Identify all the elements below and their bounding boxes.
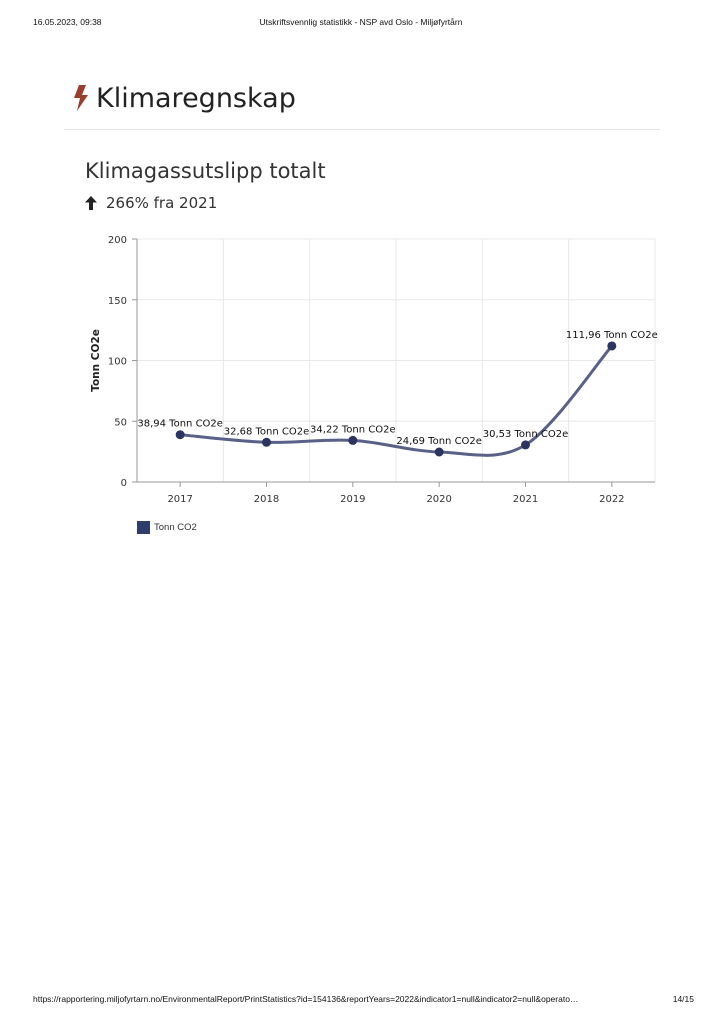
y-axis-title: Tonn CO2e — [90, 329, 102, 392]
print-footer: https://rapportering.miljofyrtarn.no/Env… — [0, 994, 722, 1008]
data-point — [175, 430, 185, 440]
section-heading: Klimaregnskap — [72, 80, 296, 116]
data-point — [348, 435, 358, 445]
data-point — [521, 440, 530, 450]
data-label: 30,53 Tonn CO2e — [483, 429, 569, 440]
print-document-title: Utskriftsvennlig statistikk - NSP avd Os… — [259, 17, 463, 27]
legend-swatch — [137, 521, 150, 534]
section-divider — [64, 129, 660, 130]
section-title: Klimaregnskap — [96, 82, 296, 114]
legend-label: Tonn CO2 — [154, 522, 197, 533]
y-tick-label: 50 — [114, 417, 127, 428]
data-point — [607, 341, 617, 351]
y-tick-label: 0 — [121, 478, 127, 489]
chart-title: Klimagassutslipp totalt — [85, 159, 326, 183]
y-tick-label: 200 — [108, 235, 127, 246]
x-tick-label: 2020 — [426, 494, 451, 505]
x-tick-label: 2017 — [167, 494, 192, 505]
x-tick-label: 2021 — [513, 494, 538, 505]
change-text: 266% fra 2021 — [106, 194, 218, 212]
chart-legend[interactable]: Tonn CO2 — [137, 521, 197, 534]
x-tick-label: 2018 — [254, 494, 279, 505]
x-tick-label: 2022 — [599, 494, 624, 505]
page-number: 14/15 — [672, 994, 694, 1004]
data-label: 24,69 Tonn CO2e — [396, 436, 482, 447]
arrow-up-icon — [85, 196, 97, 210]
y-tick-label: 100 — [108, 357, 127, 368]
print-url: https://rapportering.miljofyrtarn.no/Env… — [33, 994, 579, 1004]
series-line-tonn-co2 — [180, 344, 613, 457]
y-tick-label: 150 — [108, 296, 127, 307]
data-point — [262, 437, 271, 447]
data-label: 34,22 Tonn CO2e — [310, 424, 396, 435]
line-chart: 0 50 100 150 200 2017 2018 2019 2020 2021 2022 Tonn… — [90, 235, 658, 505]
x-tick-label: 2019 — [340, 494, 365, 505]
change-indicator: 266% fra 2021 — [85, 194, 217, 212]
data-label: 32,68 Tonn CO2e — [224, 426, 310, 437]
data-label: 38,94 Tonn CO2e — [137, 419, 223, 430]
bolt-icon — [74, 85, 88, 111]
print-date: 16.05.2023, 09:38 — [33, 17, 102, 27]
data-point — [434, 447, 444, 457]
print-header: 16.05.2023, 09:38 Utskriftsvennlig stati… — [0, 17, 722, 31]
data-label: 111,96 Tonn CO2e — [566, 330, 658, 341]
